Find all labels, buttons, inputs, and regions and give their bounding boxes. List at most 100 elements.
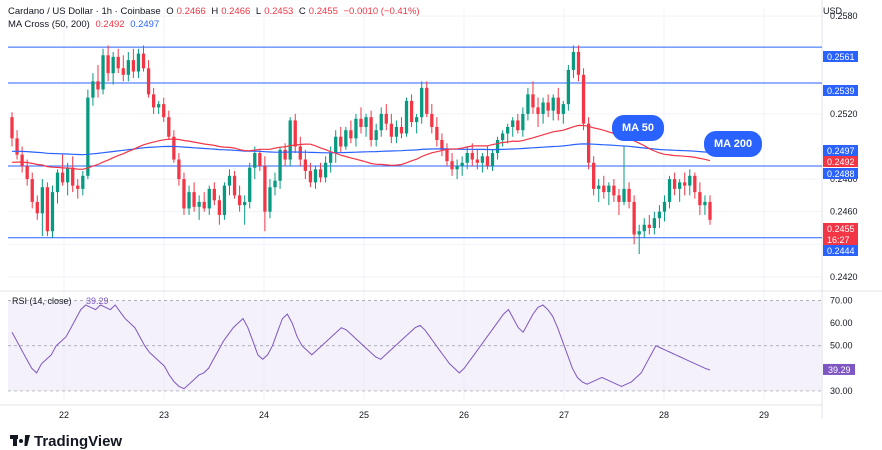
symbol-label[interactable]: Cardano / US Dollar · 1h · Coinbase [8, 6, 161, 17]
ma200-callout: MA 200 [704, 131, 763, 157]
candle-body [318, 169, 323, 178]
candle [657, 205, 662, 228]
candle-body [313, 169, 318, 183]
candle [414, 113, 419, 134]
candle-body [379, 113, 383, 131]
candle-body [293, 120, 297, 147]
candle [344, 126, 348, 150]
candle-body [116, 56, 120, 69]
price-axis[interactable]: 0.25800.25200.24800.24600.24400.24200.25… [823, 11, 858, 282]
candle-body [708, 201, 712, 220]
candle [222, 182, 227, 220]
candle [162, 97, 166, 123]
candle [379, 107, 383, 137]
candle [576, 45, 581, 82]
indicator-label[interactable]: MA Cross (50, 200) [8, 19, 90, 30]
candle-body [683, 182, 687, 186]
price-badge-label: 0.2455 [827, 224, 855, 234]
candle-body [632, 201, 636, 235]
candle [617, 188, 621, 215]
candle [526, 87, 530, 121]
candle [141, 45, 146, 72]
candle-body [364, 117, 368, 127]
candle [703, 195, 707, 215]
time-tick-label: 29 [759, 410, 769, 420]
candle [293, 113, 297, 154]
price-badge: 0.2488 [823, 168, 858, 179]
candle-body [586, 123, 591, 163]
close-label: C [298, 6, 306, 17]
price-badge-label: 0.2444 [827, 246, 855, 256]
grid [0, 0, 882, 418]
candle [232, 170, 237, 199]
price-badge-label: 0.2561 [827, 52, 855, 62]
candle-body [101, 55, 105, 90]
candle-body [131, 60, 136, 72]
candle-body [329, 153, 333, 163]
candle-body [162, 104, 166, 118]
candle [672, 172, 677, 196]
candle [15, 130, 19, 160]
candle-body [384, 113, 388, 124]
rsi-pane[interactable]: RSI (14, close)39.2970.0060.0050.0040.00… [8, 296, 855, 396]
candle-body [10, 117, 14, 139]
candle [273, 172, 277, 196]
candle-body [60, 172, 65, 183]
candle [430, 104, 434, 134]
rsi-tick-label: 70.00 [830, 296, 853, 306]
candle [440, 133, 444, 157]
candle [207, 185, 211, 215]
candle-body [151, 94, 156, 108]
time-axis[interactable]: 22 23 24 25 26 27 28 29 [0, 404, 822, 420]
candle [253, 146, 257, 180]
price-tick-label: 0.2480 [830, 174, 858, 184]
candle [541, 97, 545, 124]
candle-body [688, 175, 692, 186]
open-value: 0.2466 [176, 6, 206, 17]
candle [364, 113, 368, 137]
candle-body [430, 113, 434, 127]
candle-body [414, 117, 419, 123]
candle-body [172, 136, 176, 160]
candle [627, 182, 631, 209]
price-tick-label: 0.2460 [830, 207, 858, 217]
candle [495, 136, 500, 160]
candle-body [460, 162, 464, 167]
candle-body [506, 126, 510, 134]
ma50-callout: MA 50 [612, 115, 664, 141]
ma200-value: 0.2497 [130, 19, 160, 30]
candle-body [637, 231, 641, 235]
candle-body [465, 153, 469, 163]
rsi-tick-label: 30.00 [830, 386, 853, 396]
candle [202, 192, 206, 212]
candle-body [425, 87, 429, 114]
candle [642, 218, 646, 238]
candle [45, 182, 50, 237]
close-value: 0.2455 [308, 6, 338, 17]
candle [263, 156, 267, 232]
candle-body [298, 146, 302, 160]
candle-body [273, 180, 277, 188]
candle [450, 153, 454, 176]
tradingview-mark-icon [10, 435, 30, 446]
candle-body [71, 167, 75, 186]
candle-body [141, 53, 146, 69]
time-tick-label: 28 [659, 410, 669, 420]
candle-body [703, 201, 707, 206]
candle-body [435, 126, 439, 140]
candle [506, 123, 510, 144]
candle [602, 175, 606, 199]
candle-body [409, 100, 414, 123]
candle [607, 182, 611, 206]
candle [182, 172, 186, 215]
candle [91, 73, 95, 106]
candle [516, 113, 520, 134]
candle-body [65, 167, 70, 183]
candle-body [248, 167, 252, 202]
currency-label[interactable]: USD [822, 6, 842, 16]
candle [197, 195, 201, 220]
candle-body [157, 104, 161, 108]
price-badge: 16:27 [823, 234, 858, 245]
candle [678, 179, 682, 202]
